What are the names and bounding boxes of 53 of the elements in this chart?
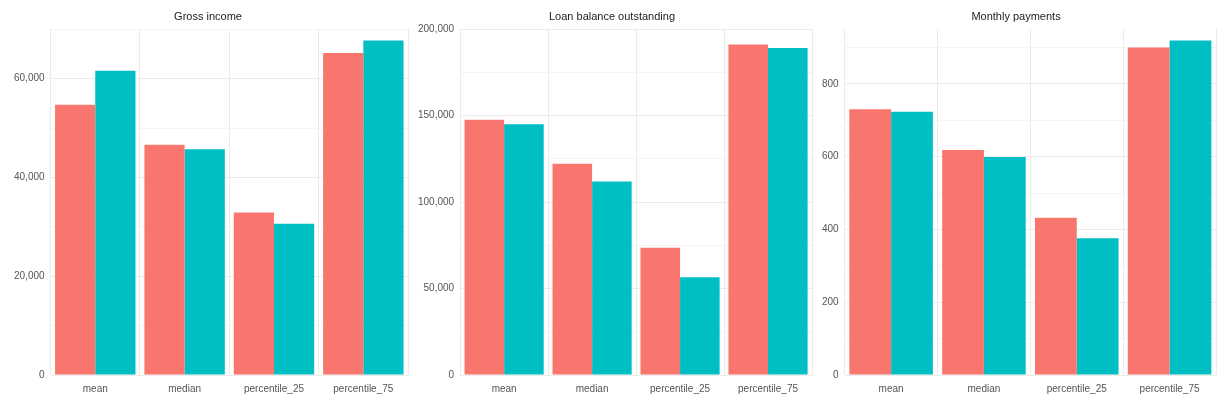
y-tick-label: 150,000 (417, 109, 455, 121)
bar (184, 149, 225, 375)
y-tick-label: 100,000 (417, 195, 455, 207)
bar (552, 163, 593, 375)
x-tick-label: median (168, 382, 202, 394)
bar (273, 223, 315, 375)
x-tick-label: percentile_75 (737, 382, 799, 394)
bar (983, 156, 1026, 375)
bar (849, 109, 892, 375)
bar (942, 150, 984, 375)
y-tick-label: 40,000 (13, 171, 46, 183)
x-tick-label: percentile_25 (650, 382, 711, 394)
x-tick-label: percentile_75 (333, 382, 394, 394)
bar (728, 44, 769, 375)
y-tick-label: 600 (822, 150, 840, 162)
bar (1169, 40, 1212, 375)
bar (363, 40, 404, 375)
y-tick-label: 800 (822, 77, 840, 89)
x-tick-label: percentile_25 (1046, 382, 1108, 394)
y-tick-label: 0 (833, 368, 840, 380)
x-tick-label: percentile_25 (243, 382, 305, 394)
bar (640, 247, 681, 375)
y-tick-label: 60,000 (13, 72, 46, 84)
bar (1076, 238, 1119, 375)
y-tick-label: 0 (39, 368, 46, 380)
x-tick-label: mean (878, 382, 904, 394)
chart-title: Monthly payments (971, 9, 1062, 22)
x-tick-label: median (575, 382, 609, 394)
bar (55, 104, 96, 375)
bar (504, 124, 544, 375)
bar (464, 119, 505, 375)
bar (768, 48, 808, 375)
bar (891, 111, 933, 375)
y-tick-label: 200 (822, 295, 840, 307)
y-tick-label: 20,000 (13, 269, 46, 281)
bar (95, 70, 136, 375)
bar (1034, 217, 1077, 375)
y-tick-label: 50,000 (423, 282, 455, 294)
chart-title: Gross income (174, 9, 242, 22)
x-tick-label: median (967, 382, 1001, 394)
x-tick-label: percentile_75 (1139, 382, 1201, 394)
y-tick-label: 0 (448, 368, 455, 380)
x-tick-label: mean (491, 382, 517, 394)
bar (1127, 47, 1170, 375)
x-tick-label: mean (82, 382, 108, 394)
y-tick-label: 200,000 (417, 22, 455, 34)
bar (144, 144, 185, 375)
bar (323, 52, 364, 375)
chart-title: Loan balance outstanding (549, 9, 675, 22)
bar (680, 277, 720, 375)
y-tick-label: 400 (822, 223, 840, 235)
bar (592, 181, 632, 375)
bar (233, 212, 274, 375)
